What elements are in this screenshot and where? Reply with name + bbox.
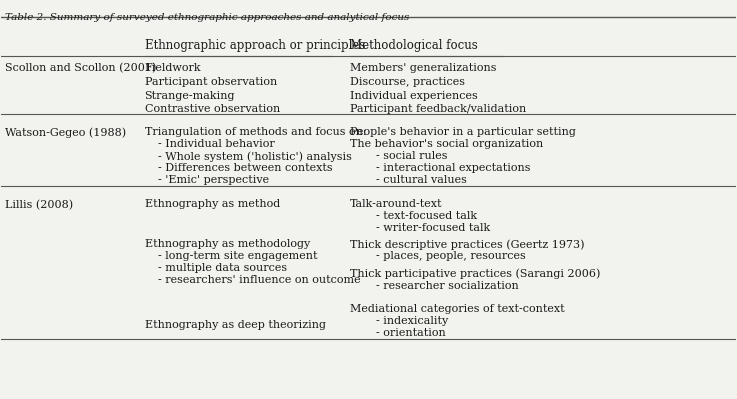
Text: - Individual behavior: - Individual behavior: [158, 139, 274, 149]
Text: - researchers' influence on outcome: - researchers' influence on outcome: [158, 275, 360, 285]
Text: Ethnographic approach or principles: Ethnographic approach or principles: [144, 39, 365, 52]
Text: - long-term site engagement: - long-term site engagement: [158, 251, 317, 261]
Text: - interactional expectations: - interactional expectations: [376, 163, 531, 173]
Text: Ethnography as methodology: Ethnography as methodology: [144, 239, 310, 249]
Text: Talk-around-text: Talk-around-text: [350, 200, 443, 209]
Text: The behavior's social organization: The behavior's social organization: [350, 139, 543, 149]
Text: - 'Emic' perspective: - 'Emic' perspective: [158, 175, 269, 185]
Text: Contrastive observation: Contrastive observation: [144, 105, 280, 115]
Text: - Whole system ('holistic') analysis: - Whole system ('holistic') analysis: [158, 151, 352, 162]
Text: - text-focused talk: - text-focused talk: [376, 211, 477, 221]
Text: Strange-making: Strange-making: [144, 91, 235, 101]
Text: Table 2. Summary of surveyed ethnographic approaches and analytical focus: Table 2. Summary of surveyed ethnographi…: [5, 13, 410, 22]
Text: Scollon and Scollon (2001): Scollon and Scollon (2001): [5, 63, 156, 73]
Text: Mediational categories of text-context: Mediational categories of text-context: [350, 304, 565, 314]
Text: Discourse, practices: Discourse, practices: [350, 77, 465, 87]
Text: - writer-focused talk: - writer-focused talk: [376, 223, 490, 233]
Text: Lillis (2008): Lillis (2008): [5, 200, 73, 210]
Text: - cultural values: - cultural values: [376, 175, 467, 185]
Text: People's behavior in a particular setting: People's behavior in a particular settin…: [350, 127, 576, 137]
Text: Thick descriptive practices (Geertz 1973): Thick descriptive practices (Geertz 1973…: [350, 239, 584, 250]
Text: Individual experiences: Individual experiences: [350, 91, 478, 101]
Text: - researcher socialization: - researcher socialization: [376, 281, 519, 291]
Text: Participant observation: Participant observation: [144, 77, 277, 87]
Text: Triangulation of methods and focus on:: Triangulation of methods and focus on:: [144, 127, 366, 137]
Text: Ethnography as deep theorizing: Ethnography as deep theorizing: [144, 320, 326, 330]
Text: Ethnography as method: Ethnography as method: [144, 200, 280, 209]
Text: - places, people, resources: - places, people, resources: [376, 251, 525, 261]
Text: Thick participative practices (Sarangi 2006): Thick participative practices (Sarangi 2…: [350, 269, 601, 279]
Text: Participant feedback/validation: Participant feedback/validation: [350, 105, 526, 115]
Text: Watson-Gegeo (1988): Watson-Gegeo (1988): [5, 127, 126, 138]
Text: Members' generalizations: Members' generalizations: [350, 63, 497, 73]
Text: - Differences between contexts: - Differences between contexts: [158, 163, 332, 173]
Text: - indexicality: - indexicality: [376, 316, 448, 326]
Text: - social rules: - social rules: [376, 151, 447, 161]
Text: - orientation: - orientation: [376, 328, 446, 338]
Text: Methodological focus: Methodological focus: [350, 39, 478, 52]
Text: - multiple data sources: - multiple data sources: [158, 263, 287, 273]
Text: Fieldwork: Fieldwork: [144, 63, 201, 73]
